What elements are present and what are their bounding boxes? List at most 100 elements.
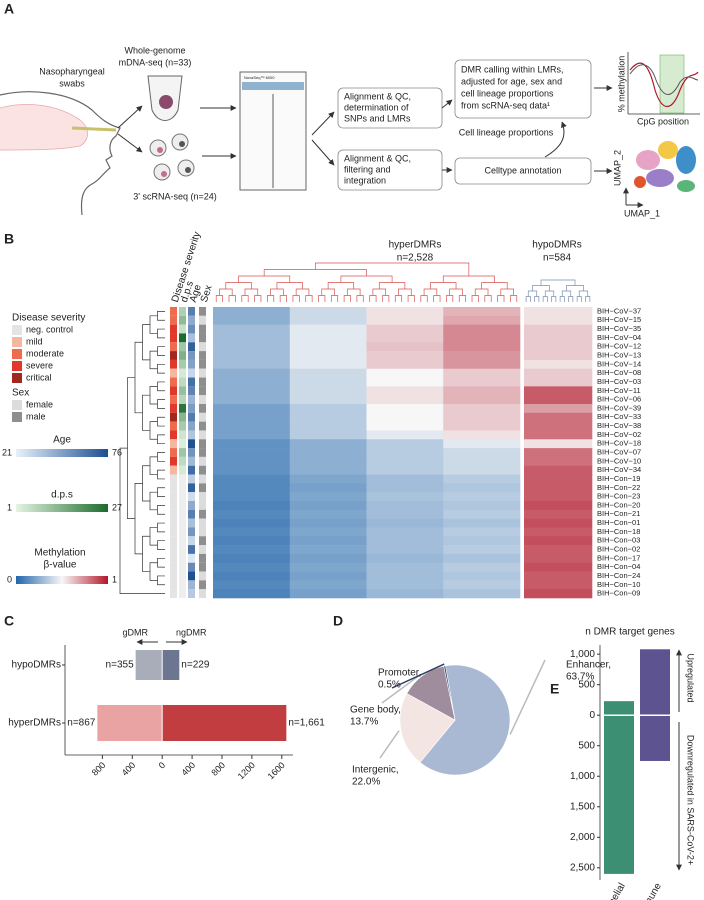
severity-cell (170, 342, 177, 352)
severity-cell (170, 386, 177, 396)
sex-cell (199, 448, 206, 457)
legend-title: Sex (12, 388, 29, 399)
severity-cell (170, 589, 177, 598)
heatmap-cell (213, 580, 291, 590)
heatmap-cell (289, 474, 367, 484)
dendrogram (578, 290, 589, 297)
leader-line (391, 663, 445, 689)
dendrogram (566, 285, 584, 291)
dendrogram (433, 295, 441, 302)
dps-cell (179, 562, 186, 572)
heatmap-cell (213, 456, 291, 467)
heatmap-cell (213, 483, 291, 493)
sex-cell (199, 315, 206, 325)
dendrogram (500, 288, 514, 296)
panel-label: C (4, 613, 14, 629)
dendrogram (241, 295, 249, 302)
sample-label: BIH−CoV−06 (597, 395, 641, 404)
sample-label: BIH−CoV−38 (597, 421, 641, 430)
color-bar-label: 76 (112, 447, 122, 457)
sample-label: BIH−CoV−02 (597, 430, 641, 439)
legend-title: Age (53, 435, 71, 446)
severity-cell (170, 456, 177, 466)
severity-cell (170, 368, 177, 378)
step-text: filtering and (344, 164, 391, 174)
step-text: Alignment & QC, (344, 91, 411, 101)
axis-label: CpG position (637, 116, 689, 126)
heatmap-cell (524, 501, 593, 511)
legend-swatch (12, 349, 22, 359)
sex-cell (199, 412, 206, 422)
axis-label: UMAP_1 (624, 208, 660, 218)
heatmap-cell (213, 333, 291, 343)
age-cell (188, 333, 195, 343)
age-cell (188, 386, 195, 396)
panel-label: A (4, 1, 14, 17)
severity-cell (170, 359, 177, 369)
severity-cell (170, 501, 177, 510)
heatmap-cell (443, 580, 521, 590)
color-bar-label: 1 (112, 574, 117, 584)
sample-label: BIH−Con−04 (597, 562, 640, 571)
heatmap-cell (366, 404, 444, 414)
dps-cell (179, 492, 186, 501)
sample-label: BIH−CoV−35 (597, 324, 641, 333)
heatmap-cell (443, 536, 521, 546)
age-cell (188, 589, 195, 598)
heatmap-cell (366, 474, 444, 484)
dendrogram (542, 296, 548, 302)
dendrogram (157, 328, 165, 339)
heatmap-cell (213, 377, 291, 387)
dendrogram (407, 295, 415, 302)
heatmap-cell (443, 448, 521, 458)
heatmap-cell (213, 421, 291, 431)
legend-swatch (12, 400, 22, 410)
swab (71, 126, 117, 132)
severity-cell (170, 492, 177, 501)
heatmap-cell (289, 545, 367, 555)
heatmap-cell (443, 456, 521, 467)
annotation-header: Age (188, 283, 204, 304)
age-cell (188, 377, 195, 387)
sample-label: BIH−Con−23 (597, 492, 640, 501)
y-tick-label: 1,000 (570, 771, 595, 782)
arrow (441, 99, 453, 109)
heatmap-cell (443, 307, 521, 317)
severity-cell (170, 518, 177, 528)
dendrogram (292, 295, 300, 302)
heatmap-cell (443, 518, 521, 528)
dendrogram (420, 295, 428, 302)
dendrogram (484, 295, 492, 302)
legend-label: severe (26, 360, 53, 370)
dendrogram (157, 540, 165, 550)
dendrogram (119, 447, 165, 594)
dendrogram (576, 296, 582, 302)
heatmap-cell (524, 359, 593, 370)
heatmap-cell (289, 333, 367, 343)
severity-cell (170, 412, 177, 422)
dendrogram (481, 282, 508, 289)
age-cell (188, 421, 195, 431)
dendrogram (474, 288, 489, 296)
color-bar (16, 576, 108, 584)
dendrogram (254, 295, 262, 302)
heatmap-cell (289, 483, 367, 493)
dendrogram (540, 279, 576, 286)
heatmap-cell (443, 315, 521, 325)
heatmap-cell (289, 571, 367, 581)
dendrogram (305, 295, 313, 302)
age-cell (188, 456, 195, 466)
severity-cell (170, 333, 177, 343)
heatmap-cell (289, 465, 367, 475)
slice-label: Intergenic, (352, 765, 399, 776)
color-bar (16, 449, 108, 457)
dps-cell (179, 368, 186, 378)
sex-cell (199, 439, 206, 449)
dendrogram (157, 469, 165, 480)
heatmap-cell (524, 439, 593, 449)
severity-cell (170, 315, 177, 325)
dendrogram (149, 562, 158, 581)
cell (185, 167, 191, 173)
dendrogram (497, 295, 505, 302)
umap-cluster (658, 141, 678, 159)
